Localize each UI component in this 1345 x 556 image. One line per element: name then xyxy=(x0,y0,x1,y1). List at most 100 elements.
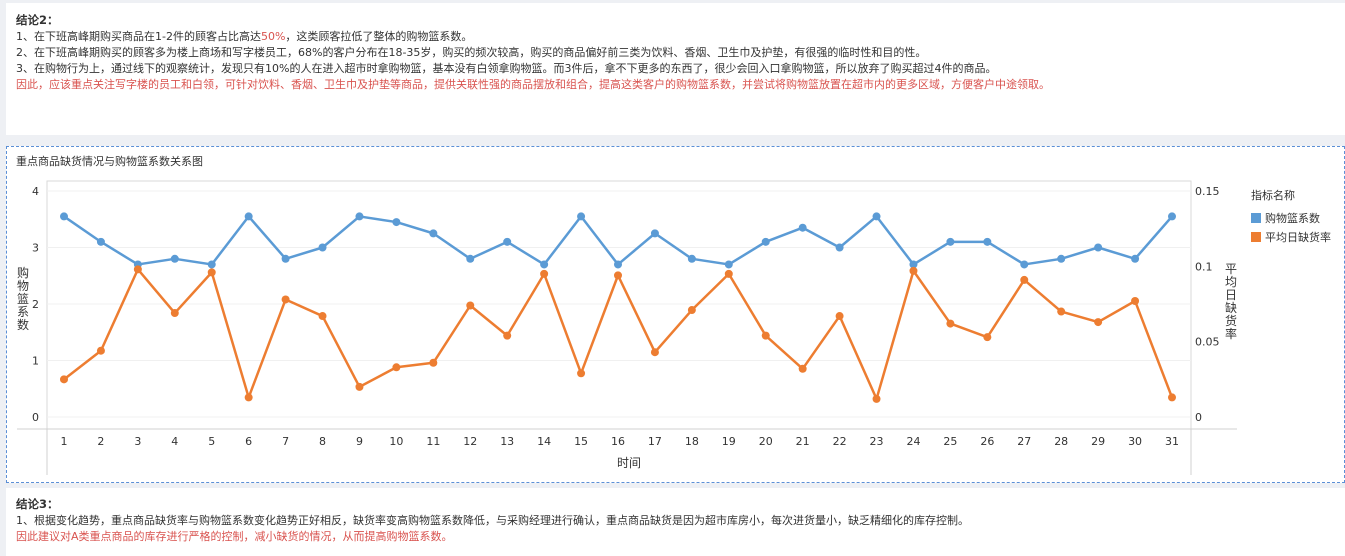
series-0-point xyxy=(1131,254,1140,263)
x-tick-label: 24 xyxy=(906,435,920,448)
y-left-axis-label-char: 篮 xyxy=(17,291,29,306)
x-tick-label: 15 xyxy=(574,435,588,448)
x-tick-label: 26 xyxy=(980,435,994,448)
y-right-tick-label: 0.05 xyxy=(1195,336,1220,349)
series-0-point xyxy=(798,223,807,232)
series-1-point xyxy=(466,301,475,310)
series-1-point xyxy=(835,312,844,321)
x-tick-label: 2 xyxy=(97,435,104,448)
series-1-point xyxy=(1057,307,1066,316)
legend-item-basket[interactable]: 购物篮系数 xyxy=(1251,210,1331,226)
y-left-tick-label: 1 xyxy=(32,355,39,368)
y-left-tick-label: 2 xyxy=(32,298,39,311)
plot-frame xyxy=(46,180,1192,430)
x-tick-label: 9 xyxy=(356,435,363,448)
series-1-point xyxy=(503,331,512,340)
series-0-point xyxy=(872,212,881,221)
x-tick-label: 13 xyxy=(500,435,514,448)
series-1-point xyxy=(577,369,586,378)
x-tick-label: 6 xyxy=(245,435,252,448)
series-1-point xyxy=(355,382,364,391)
series-1-point xyxy=(244,393,253,402)
conclusion-2-line-1-post: ，这类顾客拉低了整体的购物篮系数。 xyxy=(285,30,473,43)
series-0-point xyxy=(318,243,327,252)
x-tick-label: 1 xyxy=(61,435,68,448)
conclusion-2-line-3: 3、在购物行为上，通过线下的观察统计，发现只有10%的人在进入超市时拿购物篮，基… xyxy=(16,62,997,75)
series-1-point xyxy=(724,269,733,278)
legend-item-stockout[interactable]: 平均日缺货率 xyxy=(1251,229,1331,245)
series-1-point xyxy=(614,271,622,280)
y-right-axis-label-char: 日 xyxy=(1225,288,1237,302)
conclusion-2-line-2: 2、在下班高峰期购买的顾客多为楼上商场和写字楼员工，68%的客户分布在18-35… xyxy=(16,46,927,59)
series-1-point xyxy=(1020,275,1029,284)
series-0-point xyxy=(577,212,586,221)
series-1-point xyxy=(1131,296,1140,305)
series-1-point xyxy=(540,269,549,278)
series-line-1 xyxy=(63,268,1174,401)
series-1-point xyxy=(1168,393,1176,402)
conclusion-2-recommendation: 因此，应该重点关注写字楼的员工和白领，可针对饮料、香烟、卫生巾及护垫等商品，提供… xyxy=(16,78,1050,91)
series-0-point xyxy=(281,254,290,263)
y-left-axis-label-char: 购 xyxy=(17,265,29,280)
y-right-axis-label-char: 率 xyxy=(1225,326,1237,341)
y-right-tick-label: 0.15 xyxy=(1195,185,1220,198)
series-0-point xyxy=(540,260,549,269)
series-0-point xyxy=(835,243,844,252)
x-tick-label: 29 xyxy=(1091,435,1105,448)
series-0-point xyxy=(761,237,770,246)
conclusion-2-highlight-pct: 50% xyxy=(260,30,286,43)
series-0-point xyxy=(96,237,105,246)
series-0-point xyxy=(60,212,68,221)
conclusion-2-title: 结论2： xyxy=(16,13,59,27)
conclusion-3-panel: 结论3： 1、根据变化趋势，重点商品缺货率与购物篮系数变化趋势正好相反，缺货率变… xyxy=(6,488,1345,556)
series-1-point xyxy=(133,265,142,274)
x-tick-label: 11 xyxy=(426,435,440,448)
series-1-point xyxy=(1094,318,1103,327)
series-0-point xyxy=(1020,260,1029,269)
series-1-point xyxy=(650,348,659,357)
series-line-0 xyxy=(63,215,1173,266)
series-1-point xyxy=(909,266,918,275)
series-0-point xyxy=(983,237,992,246)
chart-panel[interactable]: 重点商品缺货情况与购物篮系数关系图 0 1 2 3 4 0 0.05 0.1 0.15 1 2 3 4 5… xyxy=(6,146,1345,483)
series-0-point xyxy=(1057,254,1066,263)
x-tick-label: 12 xyxy=(463,435,477,448)
series-1-point xyxy=(318,312,327,321)
y-right-axis-label-char: 平 xyxy=(1225,262,1237,276)
conclusion-3-title: 结论3： xyxy=(16,497,59,511)
series-1-point xyxy=(60,375,68,384)
y-right-axis-label-char: 均 xyxy=(1225,275,1237,289)
x-tick-label: 16 xyxy=(611,435,625,448)
x-tick-label: 30 xyxy=(1128,435,1142,448)
series-0-point xyxy=(614,260,622,269)
chart-legend: 指标名称 购物篮系数 平均日缺货率 xyxy=(1251,187,1331,248)
series-0-point xyxy=(687,254,696,263)
legend-swatch-basket xyxy=(1251,213,1261,223)
y-right-tick-label: 0.1 xyxy=(1195,260,1213,273)
x-tick-label: 19 xyxy=(722,435,736,448)
legend-swatch-stockout xyxy=(1251,232,1261,242)
series-0-point xyxy=(429,229,438,238)
series-0-point xyxy=(1168,212,1176,221)
x-tick-label: 14 xyxy=(537,435,551,448)
x-tick-label: 4 xyxy=(171,435,178,448)
x-tick-label: 31 xyxy=(1165,435,1179,448)
series-1-point xyxy=(946,319,955,328)
x-tick-label: 8 xyxy=(319,435,326,448)
x-tick-label: 22 xyxy=(833,435,847,448)
series-1-point xyxy=(170,309,179,318)
series-0-point xyxy=(946,237,955,246)
chart-title: 重点商品缺货情况与购物篮系数关系图 xyxy=(16,155,203,168)
series-1-point xyxy=(983,333,992,342)
x-tick-label: 3 xyxy=(134,435,141,448)
series-1-point xyxy=(96,346,105,355)
series-1-point xyxy=(207,268,216,277)
y-left-tick-label: 3 xyxy=(32,242,39,255)
series-0-point xyxy=(909,260,918,269)
series-0-point xyxy=(170,254,179,263)
conclusion-2-line-1: 1、在下班高峰期购买商品在1-2件的顾客占比高达50%，这类顾客拉低了整体的购物… xyxy=(16,29,1335,45)
series-1-point xyxy=(687,306,696,315)
x-tick-label: 21 xyxy=(796,435,810,448)
series-0-point xyxy=(724,260,733,269)
